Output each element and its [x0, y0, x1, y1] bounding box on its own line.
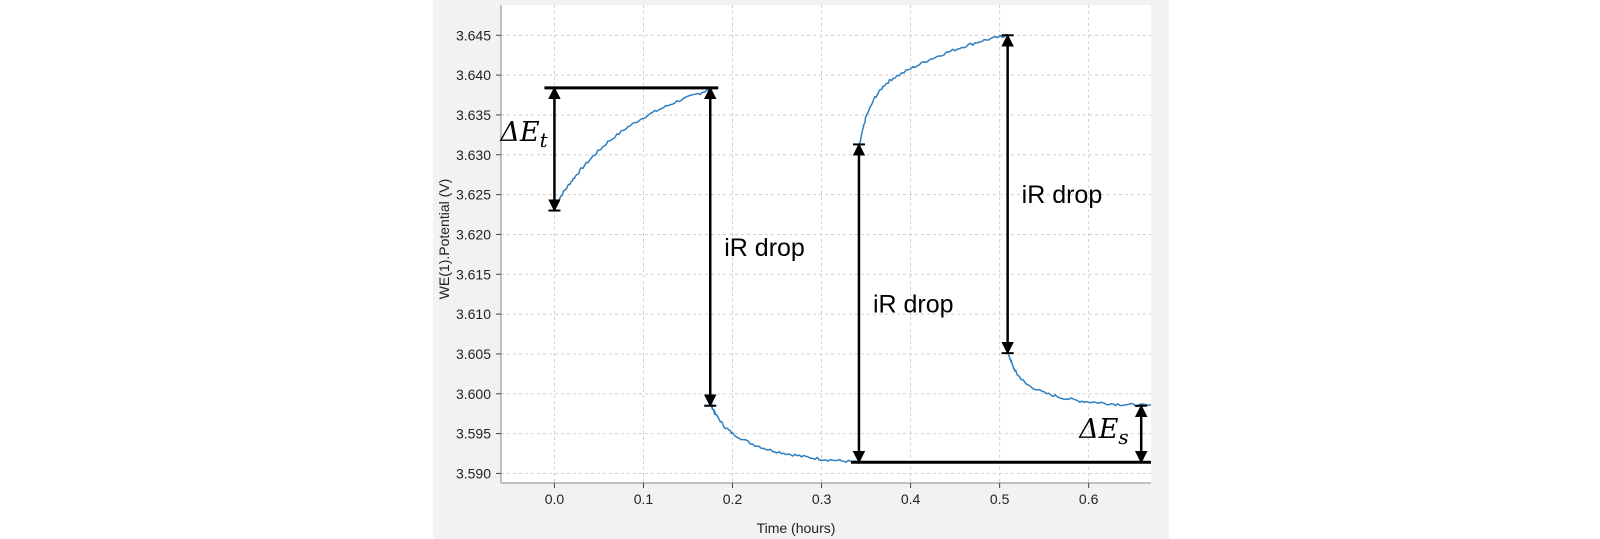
x-tick-label: 0.0 — [545, 491, 565, 507]
annotation-label: iR drop — [1022, 181, 1103, 209]
y-tick-label: 3.630 — [456, 147, 491, 163]
x-tick-label: 0.1 — [634, 491, 654, 507]
y-tick-label: 3.590 — [456, 465, 491, 481]
y-tick-label: 3.635 — [456, 107, 491, 123]
chart-panel: 0.0 0.1 0.2 0.3 0.4 0.5 0.6 3.590 3.595 3.600 3.60… — [433, 0, 1169, 539]
y-tick-label: 3.605 — [456, 346, 491, 362]
y-tick-label: 3.600 — [456, 386, 491, 402]
y-tick-label: 3.640 — [456, 67, 491, 83]
series-line — [553, 33, 1152, 464]
y-tick-label: 3.595 — [456, 426, 491, 442]
plot-area — [501, 5, 1151, 483]
x-axis-title: Time (hours) — [757, 520, 836, 536]
x-tick-label: 0.2 — [723, 491, 743, 507]
tick-labels: 0.0 0.1 0.2 0.3 0.4 0.5 0.6 3.590 3.595 3.600 3.60… — [456, 27, 1099, 507]
annotation-label: iR drop — [724, 234, 805, 262]
gridlines — [500, 5, 1151, 484]
x-tick-label: 0.5 — [990, 491, 1010, 507]
annotation-label: iR drop — [873, 290, 954, 318]
y-tick-label: 3.625 — [456, 187, 491, 203]
y-tick-label: 3.645 — [456, 27, 491, 43]
y-tick-label: 3.615 — [456, 266, 491, 282]
y-tick-label: 3.610 — [456, 306, 491, 322]
potential-chart: 0.0 0.1 0.2 0.3 0.4 0.5 0.6 3.590 3.595 3.600 3.60… — [436, 5, 1152, 536]
x-tick-label: 0.4 — [901, 491, 921, 507]
y-tick-label: 3.620 — [456, 226, 491, 242]
x-tick-label: 0.6 — [1079, 491, 1099, 507]
y-axis-title: WE(1).Potential (V) — [436, 179, 452, 300]
x-tick-label: 0.3 — [812, 491, 832, 507]
